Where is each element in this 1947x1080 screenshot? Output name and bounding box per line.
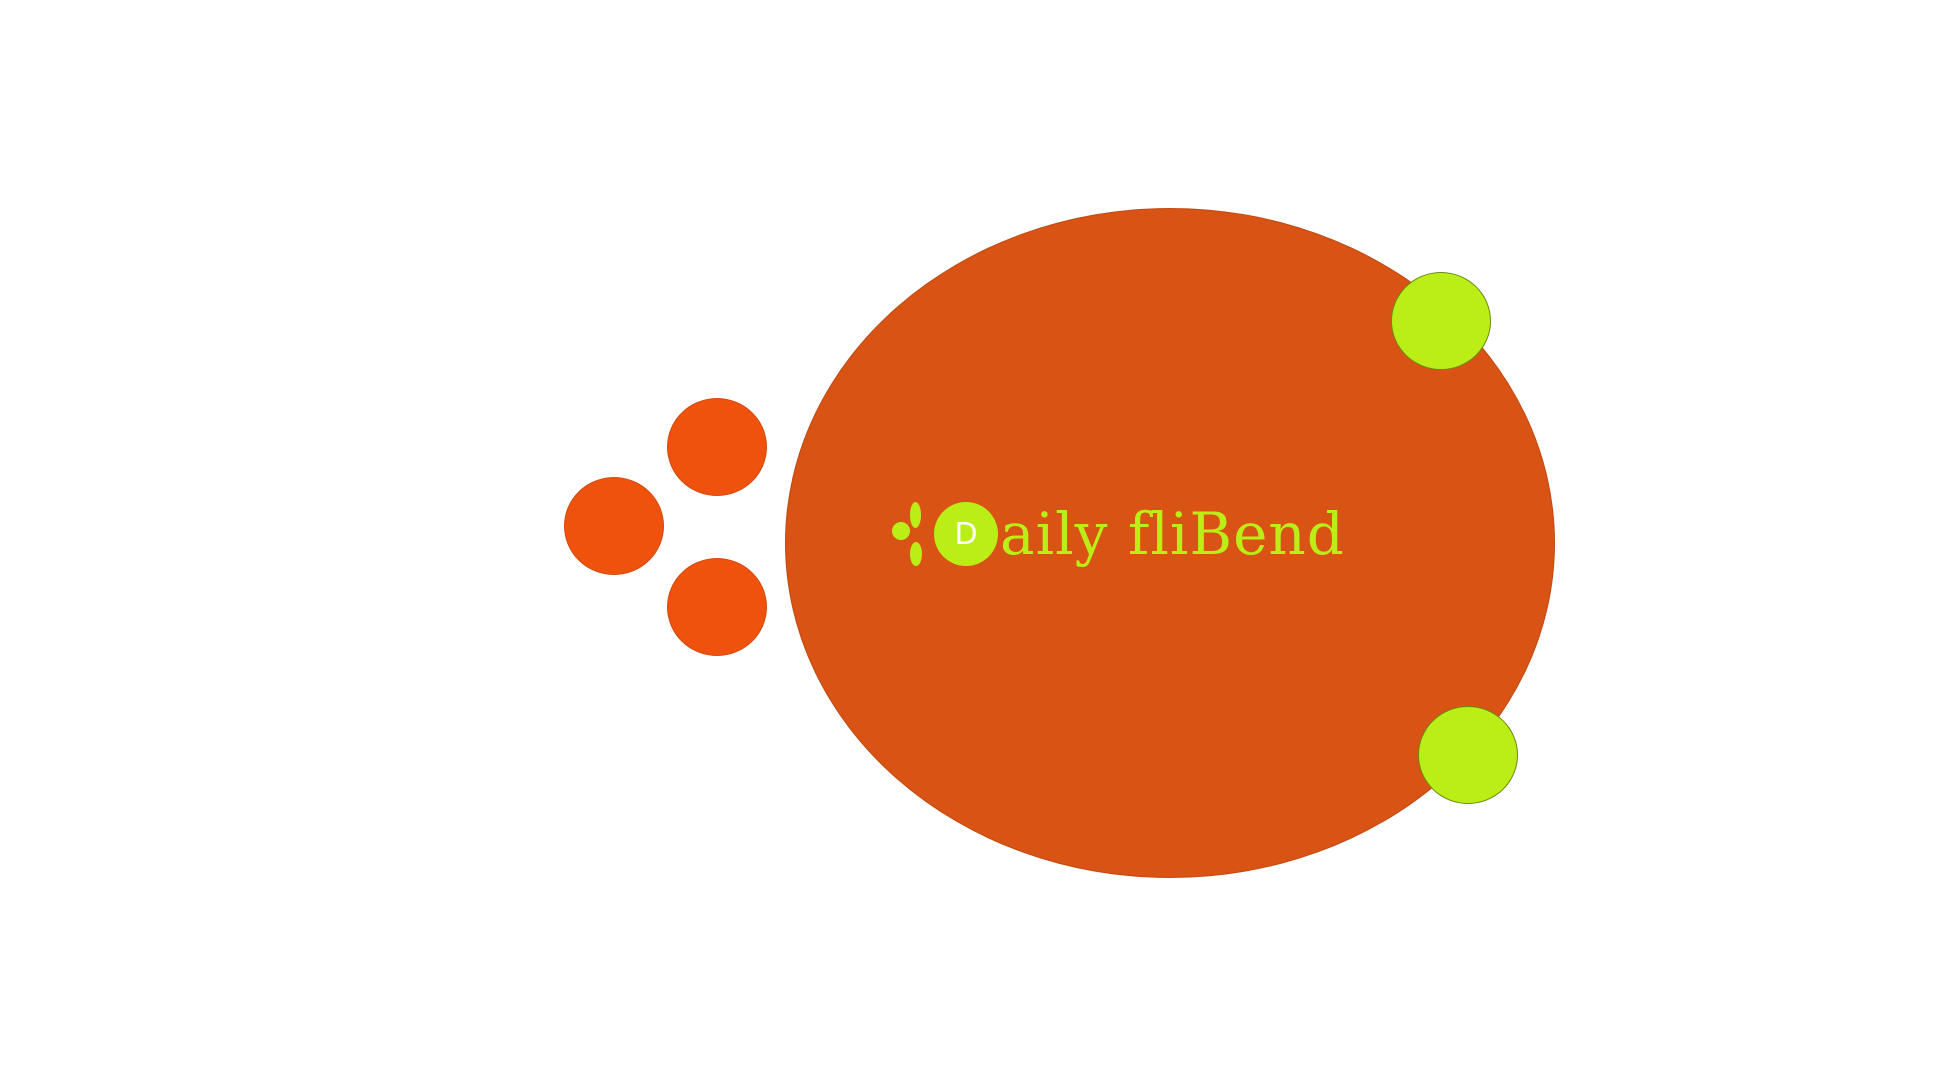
petal-icon — [892, 522, 910, 540]
logo-petals-icon — [888, 498, 930, 570]
green-dot-upper-right — [1391, 272, 1491, 370]
logo-badge: D — [934, 502, 998, 566]
orange-dot-left — [564, 477, 664, 575]
green-dot-lower-right — [1418, 706, 1518, 804]
orange-dot-top — [667, 398, 767, 496]
petal-icon — [910, 542, 922, 566]
orange-dot-bottom — [667, 558, 767, 656]
logo-wordmark: aily fliBend — [1000, 500, 1345, 568]
logo: D aily fliBend — [888, 498, 1345, 570]
petal-icon — [910, 502, 921, 528]
